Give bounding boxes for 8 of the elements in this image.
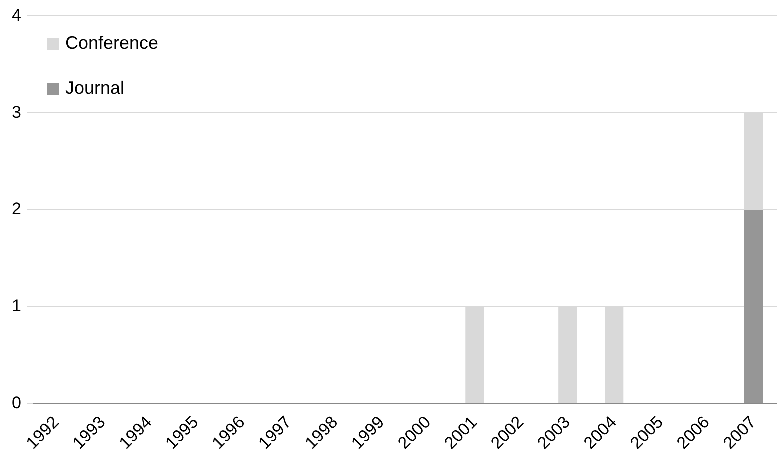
bar bbox=[744, 210, 764, 404]
y-tick-label: 2 bbox=[12, 200, 22, 219]
y-tick-label: 0 bbox=[12, 394, 22, 413]
y-tick-label: 1 bbox=[12, 296, 22, 316]
legend-label: Conference bbox=[65, 33, 159, 54]
y-tick-label: 3 bbox=[12, 102, 22, 122]
legend-label: Journal bbox=[65, 78, 124, 98]
y-tick-label: 4 bbox=[12, 6, 22, 25]
